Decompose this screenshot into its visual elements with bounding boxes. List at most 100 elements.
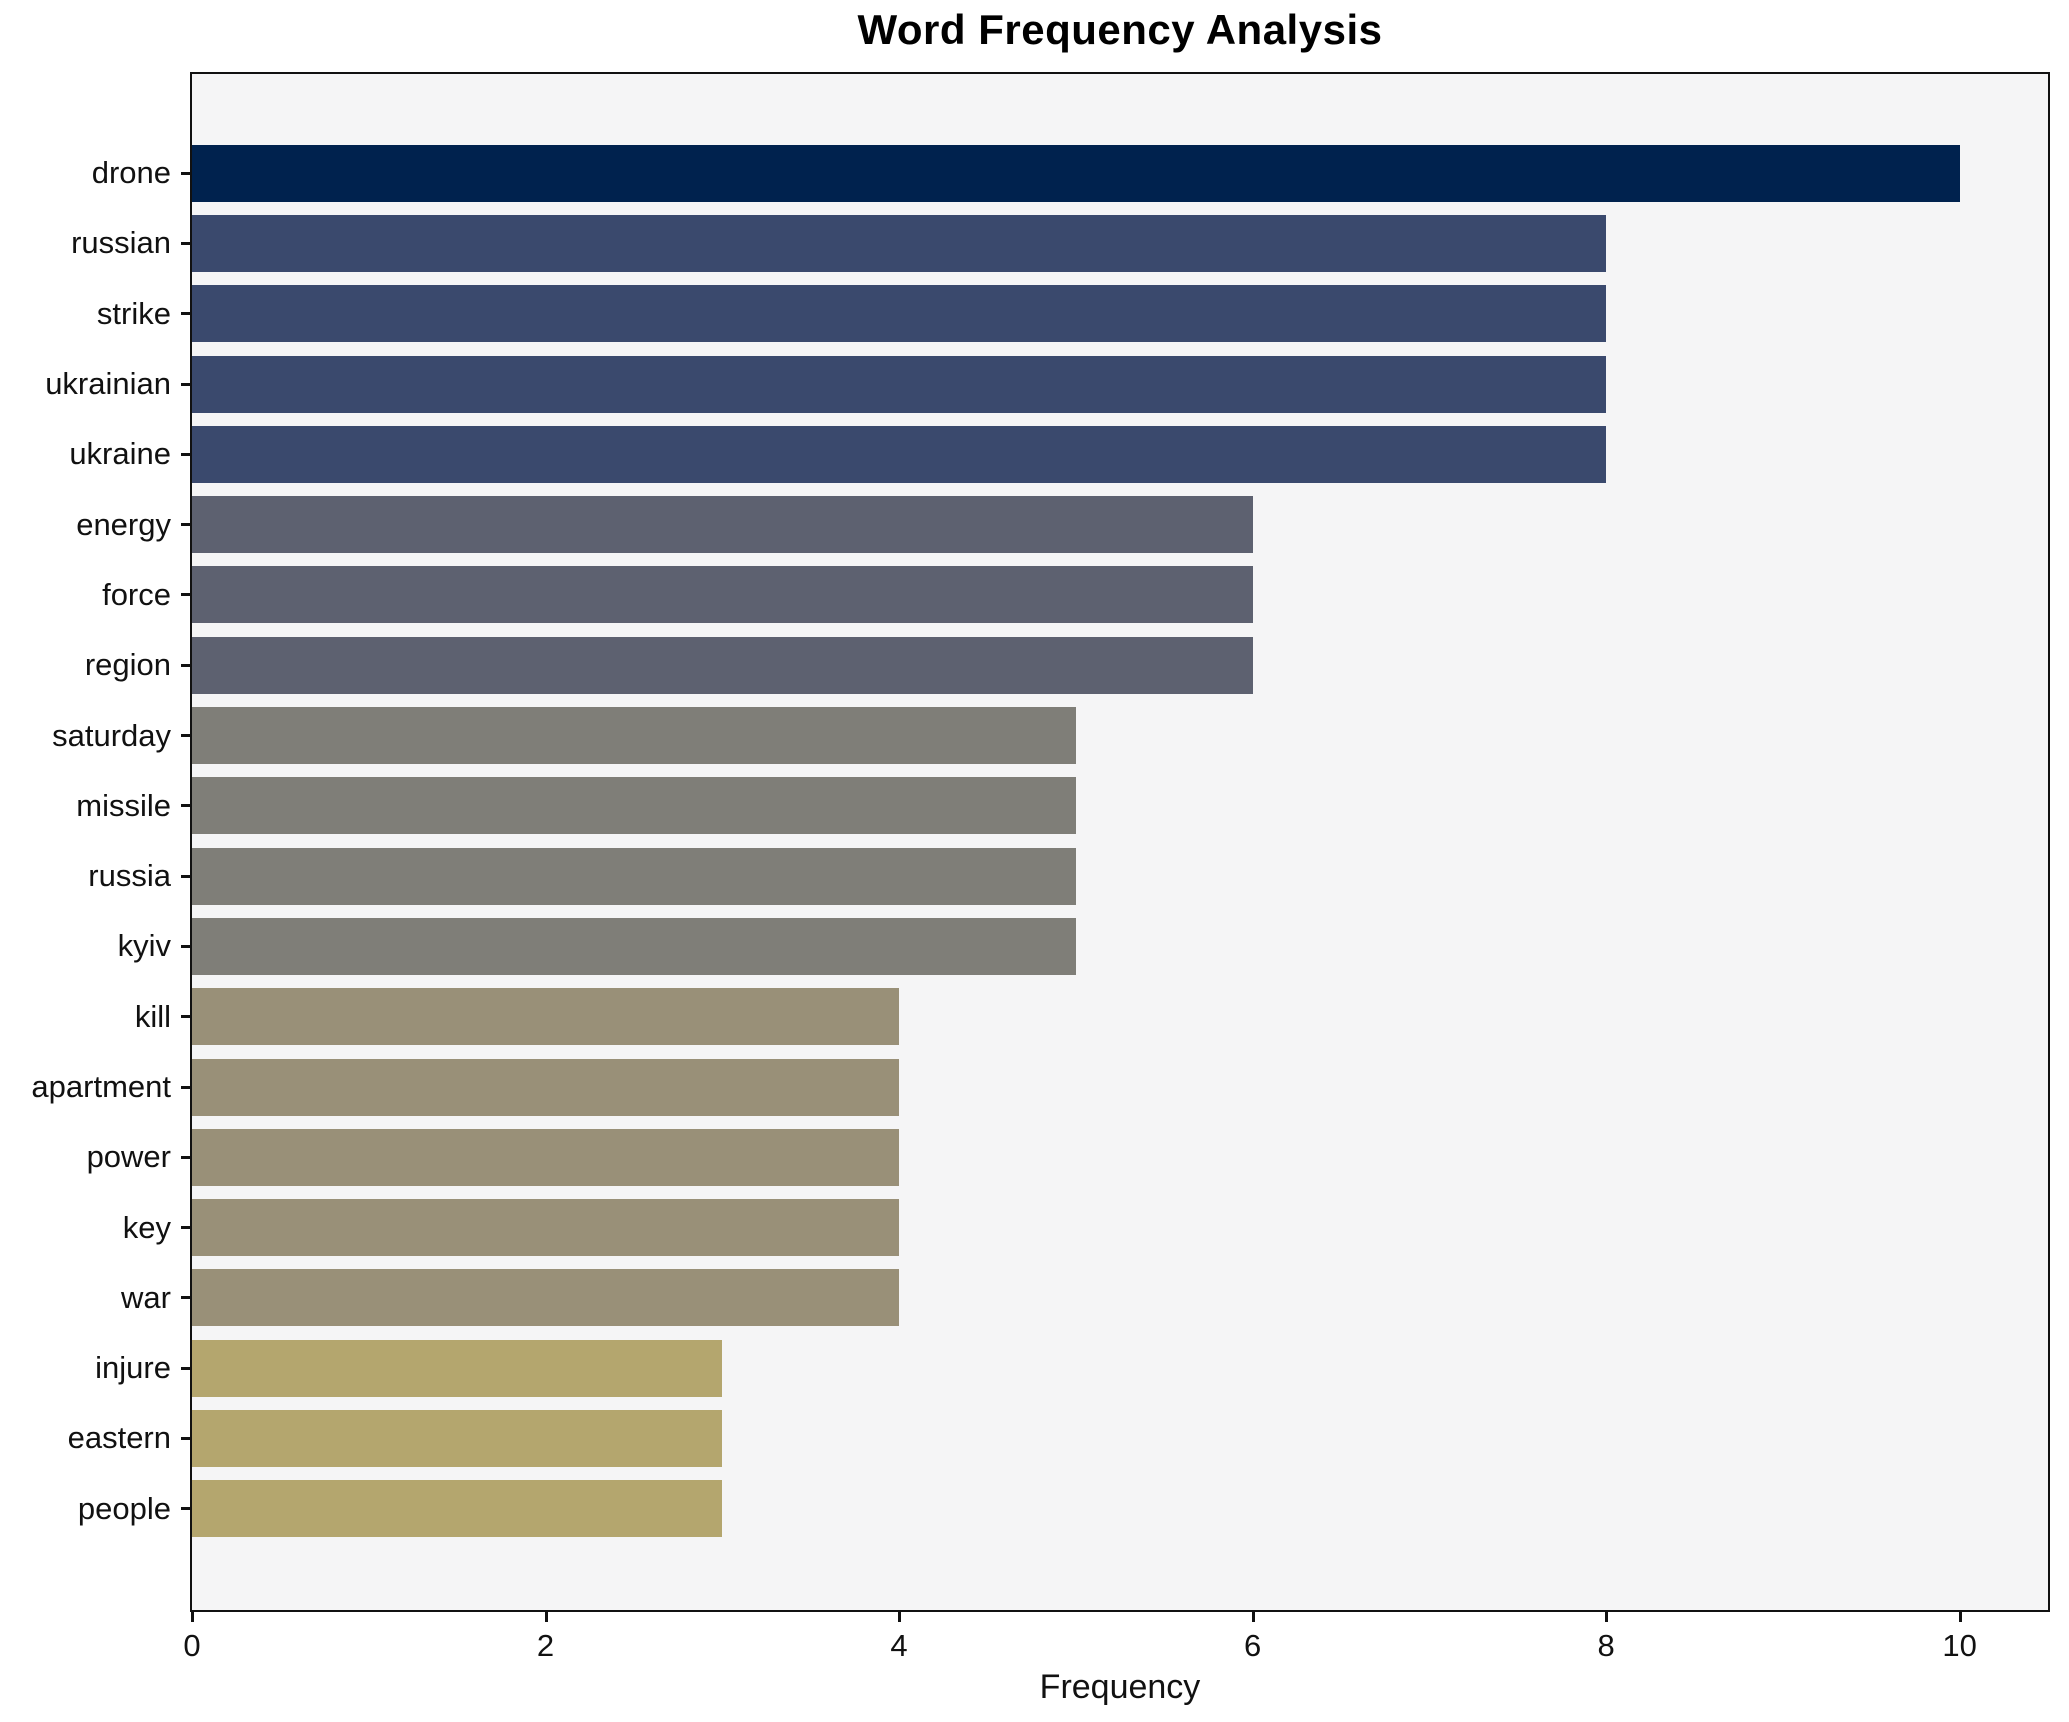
y-tick	[181, 382, 190, 386]
y-label-row: ukrainian	[0, 349, 190, 419]
chart-title: Word Frequency Analysis	[857, 6, 1383, 53]
bar	[192, 214, 1607, 272]
bar-row	[192, 138, 2048, 208]
bar-row	[192, 1263, 2048, 1333]
y-axis-label: injure	[95, 1350, 171, 1386]
y-label-row: apartment	[0, 1052, 190, 1122]
y-axis-label: war	[121, 1279, 171, 1315]
y-label-row: eastern	[0, 1403, 190, 1473]
bar-row	[192, 349, 2048, 419]
y-tick	[181, 663, 190, 667]
y-tick	[181, 1226, 190, 1230]
bar	[192, 285, 1607, 343]
y-tick	[181, 593, 190, 597]
bar-row	[192, 1333, 2048, 1403]
x-tick-label: 8	[1597, 1628, 1615, 1663]
bar-row	[192, 1474, 2048, 1544]
y-label-row: saturday	[0, 700, 190, 770]
bar	[192, 566, 1253, 624]
y-axis-label: people	[77, 1490, 171, 1526]
x-tick-label: 2	[536, 1628, 555, 1663]
bar	[192, 355, 1607, 413]
bar	[192, 1409, 723, 1467]
x-tick-label: 6	[1243, 1628, 1262, 1663]
x-tick-label: 4	[890, 1628, 908, 1663]
bar	[192, 1058, 900, 1116]
y-label-row: missile	[0, 771, 190, 841]
y-axis-label: ukrainian	[45, 366, 171, 402]
y-label-row: energy	[0, 489, 190, 559]
bar	[192, 1480, 723, 1538]
x-tick	[898, 1612, 902, 1622]
y-label-row: war	[0, 1263, 190, 1333]
y-axis-label: strike	[96, 295, 171, 331]
y-axis-label: force	[102, 576, 171, 612]
bar	[192, 1269, 900, 1327]
y-tick	[181, 171, 190, 175]
bar	[192, 636, 1253, 694]
bar	[192, 707, 1076, 765]
x-tick	[1958, 1612, 1962, 1622]
bar	[192, 917, 1076, 975]
y-label-row: kill	[0, 982, 190, 1052]
y-tick	[181, 312, 190, 316]
y-axis-label: missile	[76, 787, 171, 823]
bar-row	[192, 771, 2048, 841]
x-tick	[191, 1612, 194, 1622]
y-tick	[181, 1507, 190, 1511]
bars-area	[192, 74, 2048, 1610]
x-tick-label: 0	[183, 1628, 201, 1663]
y-axis-label: apartment	[31, 1069, 171, 1104]
bar	[192, 496, 1253, 554]
y-label-row: injure	[0, 1333, 190, 1403]
bar-row	[192, 700, 2048, 770]
y-axis-label: russian	[71, 225, 171, 261]
y-axis-label: key	[122, 1209, 171, 1245]
x-axis-title: Frequency	[1039, 1668, 1201, 1706]
bar-row	[192, 560, 2048, 630]
bar-row	[192, 1192, 2048, 1262]
y-axis-label: russia	[88, 858, 171, 894]
y-axis-label: drone	[91, 155, 171, 191]
y-axis-label: ukraine	[69, 436, 171, 472]
y-tick	[181, 452, 190, 456]
bar	[192, 1199, 900, 1257]
bar-row	[192, 419, 2048, 489]
y-axis-label: eastern	[67, 1420, 171, 1456]
y-label-row: strike	[0, 279, 190, 349]
bar-row	[192, 911, 2048, 981]
y-tick	[181, 804, 190, 808]
bar	[192, 988, 900, 1046]
y-axis-labels: drone russian strike ukrainian ukraine energy…	[0, 74, 190, 1610]
y-axis-label: region	[84, 647, 171, 683]
y-label-row: region	[0, 630, 190, 700]
bar-row	[192, 1052, 2048, 1122]
bar-row	[192, 630, 2048, 700]
y-axis-label: kill	[134, 998, 171, 1034]
x-tick	[544, 1612, 548, 1622]
y-tick	[181, 874, 190, 878]
x-axis: 0 2 4 6 8 10	[183, 1612, 2048, 1682]
y-tick	[181, 1366, 190, 1370]
y-tick	[181, 1015, 190, 1019]
y-tick	[181, 1085, 190, 1089]
y-tick	[181, 734, 190, 738]
bar-row	[192, 1403, 2048, 1473]
y-tick	[181, 1155, 190, 1159]
y-label-row: force	[0, 560, 190, 630]
y-label-row: key	[0, 1192, 190, 1262]
y-tick	[181, 1296, 190, 1300]
bar	[192, 777, 1076, 835]
y-axis-label: kyiv	[117, 928, 171, 964]
y-label-row: russia	[0, 841, 190, 911]
bar	[192, 425, 1607, 483]
y-label-row: russian	[0, 208, 190, 278]
bar-row	[192, 208, 2048, 278]
x-tick	[1605, 1612, 1609, 1622]
bar-row	[192, 279, 2048, 349]
bar-row	[192, 982, 2048, 1052]
x-tick	[1251, 1612, 1255, 1622]
y-axis-label: saturday	[52, 717, 171, 753]
y-tick	[181, 241, 190, 245]
